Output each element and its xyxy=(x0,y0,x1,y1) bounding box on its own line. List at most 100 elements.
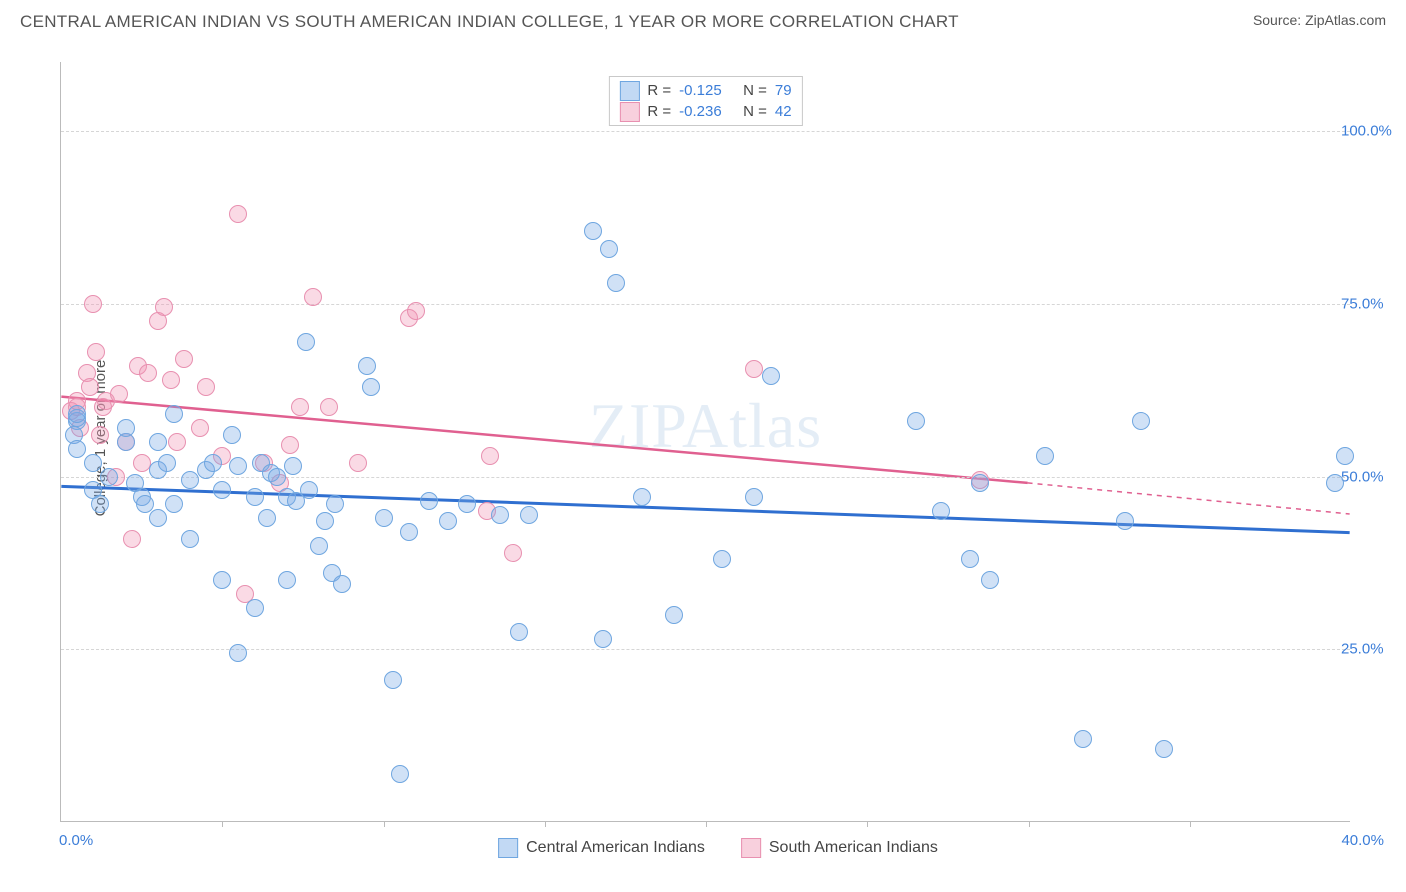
scatter-point-central xyxy=(326,495,344,513)
scatter-point-central xyxy=(229,644,247,662)
scatter-point-central xyxy=(607,274,625,292)
scatter-point-south xyxy=(123,530,141,548)
scatter-point-central xyxy=(213,481,231,499)
scatter-point-central xyxy=(1155,740,1173,758)
scatter-point-central xyxy=(300,481,318,499)
gridline xyxy=(61,649,1350,650)
legend-corr-row: R = -0.125 N = 79 xyxy=(619,80,791,101)
scatter-point-central xyxy=(358,357,376,375)
legend-corr-row: R = -0.236 N = 42 xyxy=(619,101,791,122)
scatter-point-central xyxy=(745,488,763,506)
chart-source: Source: ZipAtlas.com xyxy=(1253,12,1386,28)
scatter-point-south xyxy=(139,364,157,382)
scatter-point-central xyxy=(400,523,418,541)
scatter-point-central xyxy=(420,492,438,510)
scatter-point-central xyxy=(600,240,618,258)
scatter-point-central xyxy=(246,599,264,617)
scatter-point-central xyxy=(333,575,351,593)
y-tick-label: 25.0% xyxy=(1341,641,1406,658)
x-tick xyxy=(222,821,223,827)
x-label-left: 0.0% xyxy=(59,832,93,849)
scatter-point-central xyxy=(278,571,296,589)
scatter-point-central xyxy=(297,333,315,351)
trendline-ext-south xyxy=(1028,483,1350,514)
legend-swatch xyxy=(619,102,639,122)
scatter-point-central xyxy=(458,495,476,513)
scatter-point-central xyxy=(149,509,167,527)
scatter-point-central xyxy=(117,419,135,437)
scatter-point-central xyxy=(713,550,731,568)
scatter-point-central xyxy=(1036,447,1054,465)
chart-title: CENTRAL AMERICAN INDIAN VS SOUTH AMERICA… xyxy=(20,12,959,32)
scatter-point-central xyxy=(204,454,222,472)
scatter-point-central xyxy=(158,454,176,472)
scatter-point-south xyxy=(110,385,128,403)
scatter-point-central xyxy=(165,405,183,423)
scatter-point-central xyxy=(362,378,380,396)
scatter-point-south xyxy=(229,205,247,223)
scatter-point-central xyxy=(961,550,979,568)
legend-n-value: 79 xyxy=(775,80,792,101)
legend-swatch xyxy=(741,838,761,858)
gridline xyxy=(61,131,1350,132)
x-tick xyxy=(867,821,868,827)
scatter-point-central xyxy=(316,512,334,530)
scatter-point-south xyxy=(84,295,102,313)
scatter-point-central xyxy=(932,502,950,520)
chart-header: CENTRAL AMERICAN INDIAN VS SOUTH AMERICA… xyxy=(0,0,1406,36)
legend-item: Central American Indians xyxy=(498,838,705,858)
scatter-point-central xyxy=(1336,447,1354,465)
scatter-point-central xyxy=(68,440,86,458)
scatter-point-central xyxy=(510,623,528,641)
scatter-point-south xyxy=(320,398,338,416)
scatter-point-central xyxy=(181,530,199,548)
legend-item: South American Indians xyxy=(741,838,938,858)
x-label-right: 40.0% xyxy=(1341,832,1384,849)
legend-n-label: N = xyxy=(743,80,767,101)
scatter-point-south xyxy=(81,378,99,396)
scatter-point-south xyxy=(155,298,173,316)
scatter-point-south xyxy=(175,350,193,368)
legend-label: Central American Indians xyxy=(526,839,705,857)
scatter-point-south xyxy=(87,343,105,361)
scatter-point-central xyxy=(213,571,231,589)
scatter-point-central xyxy=(633,488,651,506)
legend-r-label: R = xyxy=(647,80,671,101)
legend-label: South American Indians xyxy=(769,839,938,857)
scatter-point-central xyxy=(520,506,538,524)
legend-r-value: -0.125 xyxy=(679,80,735,101)
scatter-point-central xyxy=(91,495,109,513)
watermark: ZIPAtlas xyxy=(589,389,822,463)
trend-lines xyxy=(61,62,1350,821)
series-legend: Central American Indians South American I… xyxy=(498,838,938,858)
scatter-point-central xyxy=(762,367,780,385)
scatter-point-central xyxy=(439,512,457,530)
scatter-point-south xyxy=(349,454,367,472)
scatter-point-central xyxy=(100,468,118,486)
scatter-point-central xyxy=(391,765,409,783)
scatter-point-central xyxy=(310,537,328,555)
scatter-point-central xyxy=(68,405,86,423)
scatter-point-central xyxy=(1326,474,1344,492)
scatter-point-central xyxy=(165,495,183,513)
gridline xyxy=(61,304,1350,305)
scatter-point-south xyxy=(304,288,322,306)
scatter-point-south xyxy=(168,433,186,451)
scatter-point-south xyxy=(162,371,180,389)
legend-r-label: R = xyxy=(647,101,671,122)
y-tick-label: 75.0% xyxy=(1341,295,1406,312)
scatter-point-central xyxy=(907,412,925,430)
legend-r-value: -0.236 xyxy=(679,101,735,122)
scatter-point-central xyxy=(584,222,602,240)
scatter-point-central xyxy=(1074,730,1092,748)
scatter-point-central xyxy=(1116,512,1134,530)
scatter-point-central xyxy=(149,433,167,451)
scatter-point-south xyxy=(291,398,309,416)
legend-n-label: N = xyxy=(743,101,767,122)
scatter-point-central xyxy=(971,474,989,492)
legend-n-value: 42 xyxy=(775,101,792,122)
x-tick xyxy=(706,821,707,827)
y-tick-label: 50.0% xyxy=(1341,468,1406,485)
scatter-point-south xyxy=(481,447,499,465)
y-tick-label: 100.0% xyxy=(1341,123,1406,140)
